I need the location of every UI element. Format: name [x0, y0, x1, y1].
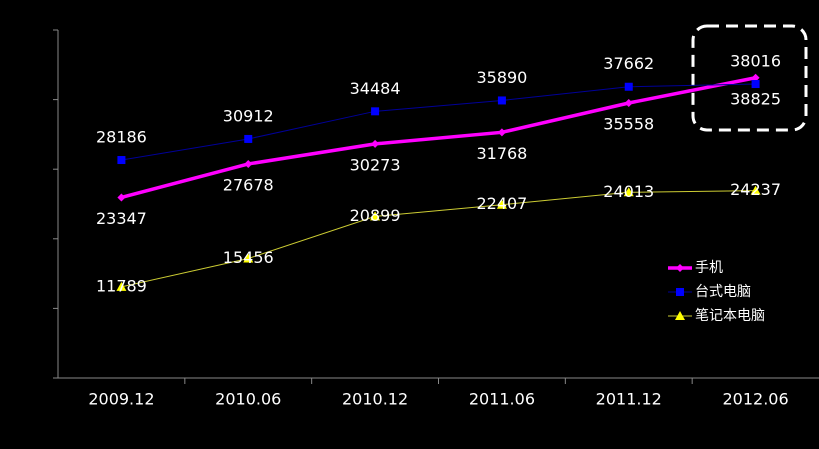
x-tick-label: 2009.12: [88, 390, 154, 409]
point: [496, 199, 507, 209]
data-label: 30273: [350, 155, 401, 174]
highlight-box: [691, 24, 808, 132]
data-label: 37662: [603, 54, 654, 73]
point: [750, 185, 761, 195]
series-line: [121, 190, 756, 288]
point: [751, 80, 760, 89]
data-label: 38016: [730, 52, 781, 71]
data-label: 20899: [350, 206, 401, 225]
data-label: 24013: [603, 182, 654, 201]
legend-label: 手机: [695, 260, 723, 276]
data-label: 23347: [96, 209, 147, 228]
point: [370, 211, 381, 221]
legend-label: 台式电脑: [695, 284, 751, 300]
point: [623, 187, 634, 197]
point: [117, 156, 126, 165]
data-label: 15456: [223, 248, 274, 267]
point: [497, 96, 506, 105]
data-label: 28186: [96, 128, 147, 147]
x-tick-label: 2010.06: [215, 390, 281, 409]
x-tick-label: 2010.12: [342, 390, 408, 409]
legend-marker: [676, 264, 684, 272]
point: [751, 73, 760, 82]
data-label: 22407: [476, 194, 527, 213]
point: [497, 128, 506, 137]
point: [244, 134, 253, 143]
data-label: 27678: [223, 175, 274, 194]
point: [243, 253, 254, 263]
data-label: 30912: [223, 106, 274, 125]
legend-marker: [675, 311, 685, 320]
data-label: 31768: [476, 144, 527, 163]
data-label: 35558: [603, 115, 654, 134]
data-label: 34484: [350, 79, 401, 98]
data-label: 38825: [730, 89, 781, 108]
data-label: 35890: [476, 68, 527, 87]
point: [624, 82, 633, 91]
point: [624, 99, 633, 108]
legend-label: 笔记本电脑: [695, 308, 765, 324]
point: [244, 159, 253, 168]
series-line: [120, 76, 756, 200]
point: [371, 139, 380, 148]
x-tick-label: 2011.06: [469, 390, 535, 409]
series-line: [121, 83, 756, 161]
data-label: 24237: [730, 180, 781, 199]
x-tick-label: 2012.06: [722, 390, 788, 409]
point: [371, 107, 380, 116]
data-label: 11789: [96, 276, 147, 295]
legend-marker: [676, 288, 684, 296]
point: [116, 281, 127, 291]
point: [117, 193, 126, 202]
x-tick-label: 2011.12: [596, 390, 662, 409]
